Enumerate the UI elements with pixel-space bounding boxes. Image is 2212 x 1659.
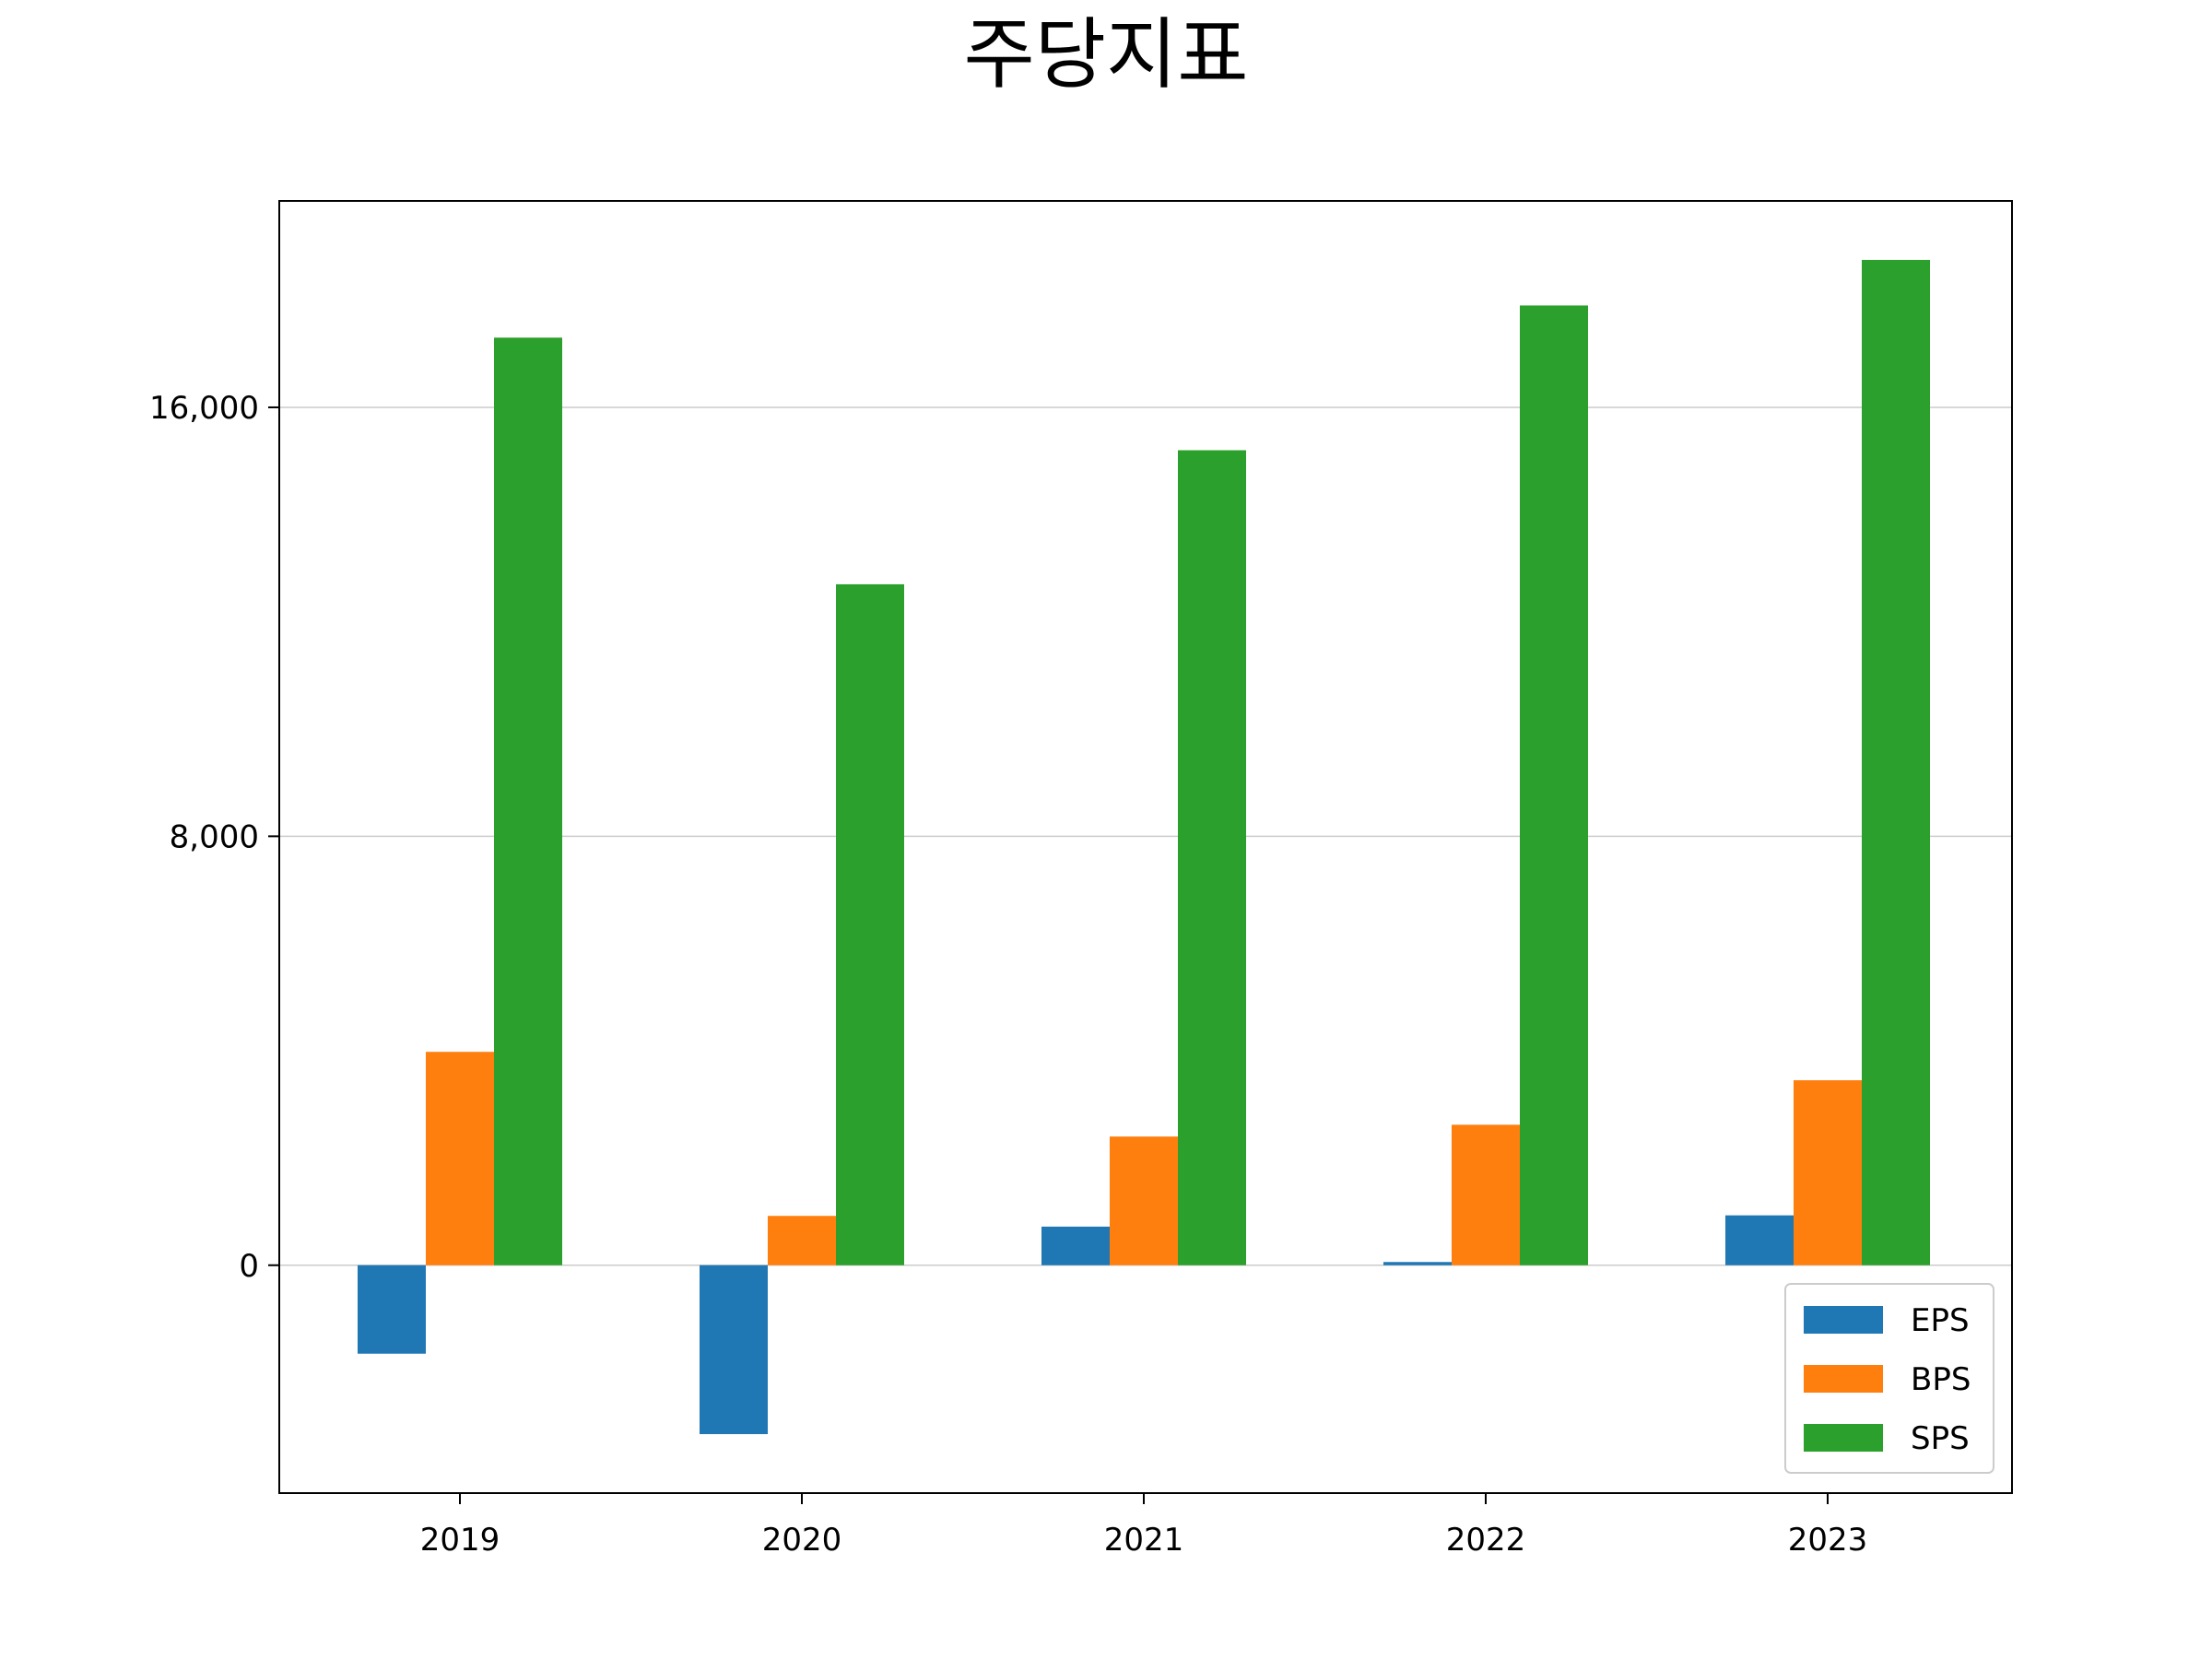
bar-sps-2021 (1178, 450, 1246, 1265)
plot-area-frame (278, 200, 2013, 1494)
y-tick-label: 16,000 (149, 390, 259, 427)
bar-eps-2021 (1041, 1226, 1110, 1265)
bars (358, 259, 1930, 1435)
bar-bps-2019 (426, 1052, 494, 1265)
bar-sps-2023 (1862, 259, 1930, 1265)
bar-bps-2021 (1110, 1136, 1178, 1265)
bar-sps-2022 (1520, 305, 1588, 1265)
x-tick-label: 2019 (420, 1522, 500, 1559)
x-tick-label: 2023 (1788, 1522, 1868, 1559)
bar-eps-2019 (358, 1265, 426, 1354)
bar-bps-2020 (768, 1216, 836, 1265)
legend-label-sps: SPS (1911, 1420, 1970, 1457)
legend-swatch-eps (1804, 1306, 1883, 1334)
x-tick-label: 2020 (762, 1522, 842, 1559)
y-axis-ticks: 0 8,000 16,000 (149, 390, 279, 1285)
x-tick-label: 2022 (1446, 1522, 1526, 1559)
bar-bps-2022 (1452, 1124, 1520, 1265)
bar-eps-2022 (1383, 1262, 1452, 1265)
bar-eps-2020 (700, 1265, 768, 1435)
y-tick-label: 0 (239, 1248, 259, 1285)
chart-title: 주당지표 (963, 9, 1248, 100)
x-tick-label: 2021 (1104, 1522, 1184, 1559)
legend-swatch-sps (1804, 1424, 1883, 1452)
bar-bps-2023 (1794, 1080, 1862, 1265)
legend: EPS BPS SPS (1784, 1283, 1994, 1474)
x-axis-ticks: 2019 2020 2021 2022 2023 (420, 1493, 1868, 1559)
legend-swatch-bps (1804, 1365, 1883, 1393)
bar-eps-2023 (1725, 1215, 1794, 1265)
legend-label-bps: BPS (1911, 1361, 1971, 1398)
bar-sps-2020 (836, 583, 904, 1265)
bar-sps-2019 (494, 337, 562, 1265)
legend-label-eps: EPS (1911, 1302, 1970, 1339)
y-tick-label: 8,000 (170, 818, 259, 855)
